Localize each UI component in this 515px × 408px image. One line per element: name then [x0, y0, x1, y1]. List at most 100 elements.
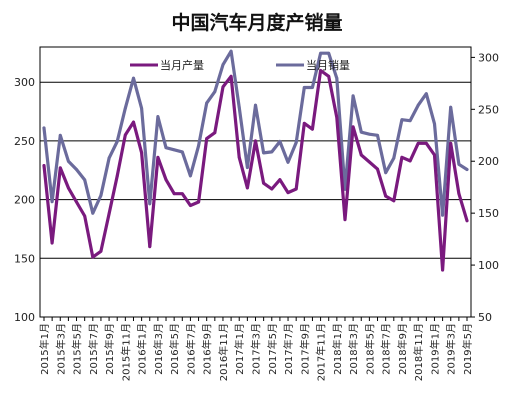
- point-production-25: [245, 186, 249, 190]
- point-production-47: [424, 141, 428, 145]
- legend-label-production: 当月产量: [160, 58, 204, 72]
- point-production-46: [416, 141, 420, 145]
- series-layer: [42, 49, 469, 272]
- point-production-44: [400, 155, 404, 159]
- legend-label-sales: 当月销量: [306, 58, 350, 72]
- point-production-52: [465, 219, 469, 223]
- right-axis: 50 100 150 200 250 300: [471, 51, 499, 324]
- y-left-tick-label: 250: [14, 135, 35, 148]
- point-production-34: [319, 69, 322, 72]
- y-right-tick-label: 50: [478, 311, 492, 324]
- x-tick-label: 2019年3月: [445, 323, 458, 375]
- x-tick-label: 2017年3月: [250, 323, 263, 375]
- point-sales-42: [384, 171, 388, 175]
- point-sales-15: [164, 146, 168, 150]
- point-sales-9: [115, 140, 119, 143]
- x-tick-label: 2019年1月: [428, 323, 441, 375]
- x-axis: 2015年1月 2015年3月 2015年5月 2015年7月 2015年9月 2015年…: [38, 317, 474, 381]
- point-sales-51: [457, 162, 461, 166]
- point-sales-16: [172, 148, 176, 152]
- point-production-41: [376, 167, 379, 171]
- point-sales-20: [205, 101, 209, 105]
- point-sales-37: [343, 187, 347, 191]
- point-production-39: [359, 153, 363, 157]
- point-sales-5: [83, 178, 87, 182]
- x-tick-label: 2016年11月: [217, 323, 230, 381]
- point-production-2: [58, 166, 62, 170]
- point-production-43: [392, 199, 396, 203]
- point-sales-48: [433, 122, 436, 126]
- point-sales-35: [327, 51, 331, 55]
- point-production-27: [262, 181, 266, 185]
- point-sales-6: [91, 211, 95, 215]
- point-production-30: [286, 191, 290, 194]
- y-right-tick-label: 100: [478, 259, 499, 272]
- x-tick-label: 2015年11月: [119, 323, 132, 381]
- point-production-36: [335, 116, 339, 119]
- point-sales-32: [302, 86, 306, 89]
- y-right-tick-label: 300: [478, 51, 499, 64]
- x-tick-label: 2016年1月: [136, 323, 149, 375]
- point-production-42: [384, 194, 388, 198]
- point-production-12: [140, 151, 144, 155]
- point-production-21: [213, 131, 217, 135]
- point-production-40: [367, 160, 371, 164]
- point-production-6: [91, 255, 95, 259]
- point-production-29: [278, 178, 282, 182]
- point-production-32: [302, 121, 306, 125]
- point-sales-21: [213, 90, 217, 94]
- point-production-28: [270, 187, 274, 191]
- point-production-17: [180, 192, 184, 196]
- point-sales-13: [148, 202, 152, 206]
- x-tick-label: 2019年5月: [461, 323, 474, 375]
- point-production-8: [107, 212, 111, 216]
- point-sales-33: [311, 86, 314, 89]
- point-sales-4: [75, 168, 78, 171]
- y-left-tick-label: 300: [14, 76, 35, 89]
- point-sales-12: [140, 106, 144, 110]
- point-production-22: [221, 85, 225, 89]
- point-sales-39: [359, 130, 363, 134]
- point-production-9: [115, 174, 119, 178]
- point-sales-30: [286, 160, 290, 164]
- x-tick-label: 2018年7月: [380, 323, 393, 375]
- x-tick-label: 2016年7月: [184, 323, 197, 375]
- x-tick-label: 2015年3月: [54, 323, 67, 375]
- y-left-tick-label: 100: [14, 311, 35, 324]
- point-sales-7: [99, 194, 103, 197]
- x-tick-label: 2017年1月: [233, 323, 246, 375]
- point-production-4: [75, 200, 78, 204]
- point-sales-44: [400, 118, 404, 122]
- point-production-15: [164, 178, 168, 182]
- x-tick-label: 2016年5月: [168, 323, 181, 375]
- point-production-35: [327, 74, 331, 78]
- point-production-31: [294, 187, 298, 191]
- point-sales-34: [319, 51, 322, 55]
- point-production-5: [83, 214, 87, 218]
- point-sales-19: [197, 144, 200, 148]
- legend: 当月产量 当月销量: [130, 58, 350, 72]
- series-line-sales: [42, 49, 469, 217]
- x-tick-label: 2018年9月: [396, 323, 409, 375]
- point-sales-1: [50, 200, 54, 204]
- point-production-49: [441, 268, 444, 272]
- point-production-10: [123, 133, 127, 137]
- point-sales-31: [294, 141, 298, 144]
- point-sales-0: [42, 126, 46, 130]
- x-tick-label: 2018年3月: [347, 323, 360, 375]
- point-sales-36: [335, 76, 339, 80]
- point-sales-46: [416, 103, 420, 107]
- x-tick-label: 2017年11月: [315, 323, 328, 381]
- point-sales-26: [254, 103, 257, 107]
- point-sales-2: [58, 133, 62, 137]
- point-sales-24: [237, 105, 241, 109]
- left-axis: 100 150 200 250 300: [14, 76, 35, 324]
- point-sales-18: [189, 174, 192, 178]
- point-production-45: [408, 159, 412, 163]
- point-sales-28: [270, 150, 274, 154]
- x-tick-label: 2018年5月: [363, 323, 376, 375]
- point-production-3: [67, 186, 70, 190]
- point-sales-38: [351, 94, 355, 98]
- point-production-23: [229, 74, 233, 78]
